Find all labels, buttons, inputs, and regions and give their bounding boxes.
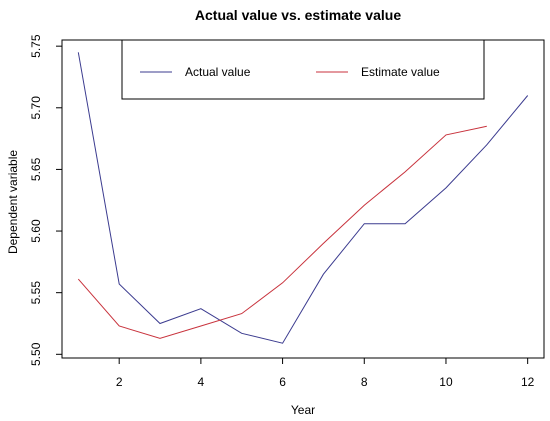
legend-label-estimate-value: Estimate value xyxy=(361,65,440,79)
y-tick-label: 5.60 xyxy=(29,219,43,243)
y-axis: 5.50 5.55 5.60 5.65 5.70 5.75 xyxy=(29,34,62,366)
legend-box xyxy=(121,39,485,100)
y-tick-label: 5.65 xyxy=(29,157,43,181)
legend: Actual value Estimate value xyxy=(121,39,485,100)
y-tick-label: 5.50 xyxy=(29,342,43,366)
series-line-actual-value xyxy=(77,52,529,344)
x-tick-label: 4 xyxy=(198,375,205,389)
y-axis-label: Dependent variable xyxy=(6,150,20,254)
x-tick-label: 2 xyxy=(116,375,123,389)
series-line-estimate-value xyxy=(77,125,487,339)
x-tick-label: 6 xyxy=(279,375,286,389)
x-tick-label: 10 xyxy=(439,375,453,389)
x-axis-label: Year xyxy=(291,403,315,417)
y-tick-label: 5.70 xyxy=(29,96,43,120)
legend-label-actual-value: Actual value xyxy=(185,65,251,79)
y-tick-label: 5.75 xyxy=(29,34,43,58)
series-lines xyxy=(77,52,529,344)
x-tick-label: 12 xyxy=(521,375,535,389)
x-tick-label: 8 xyxy=(361,375,368,389)
y-tick-label: 5.55 xyxy=(29,281,43,305)
x-axis: 2 4 6 8 10 12 xyxy=(116,358,535,389)
chart-title: Actual value vs. estimate value xyxy=(195,7,401,23)
